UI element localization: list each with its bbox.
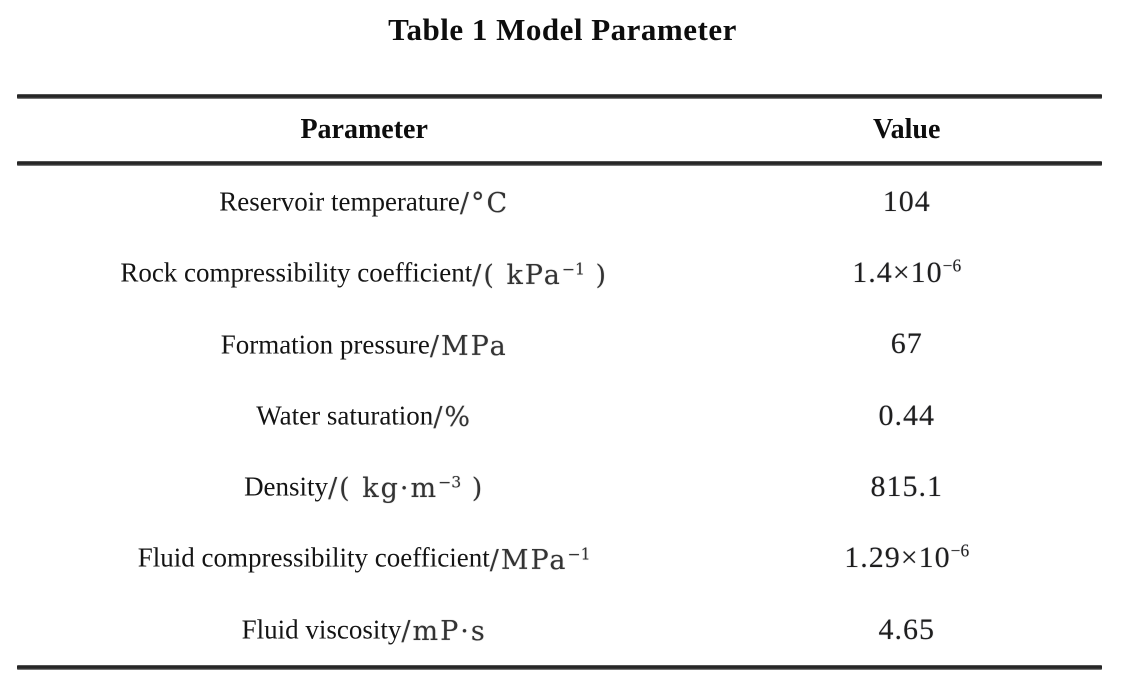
- parameter-cell: Rock compressibility coefficient/( kPa−1…: [17, 257, 711, 291]
- parameter-value: 4.65: [878, 612, 935, 646]
- parameter-unit: /%: [433, 402, 473, 434]
- parameter-name: Rock compressibility coefficient: [120, 257, 473, 288]
- parameter-value: 104: [882, 184, 931, 218]
- value-cell: 1.29×10−6: [711, 541, 1102, 575]
- value-superscript: −6: [950, 540, 970, 561]
- parameter-value: 1.29×10−6: [844, 540, 970, 575]
- table-body: Reservoir temperature/°C 104 Rock compre…: [17, 166, 1102, 665]
- parameter-unit: /mP·s: [401, 616, 487, 648]
- value-cell: 67: [711, 327, 1102, 361]
- parameter-value: 0.44: [878, 398, 935, 432]
- parameter-value: 1.4×10−6: [852, 255, 962, 290]
- parameter-cell: Formation pressure/MPa: [17, 328, 711, 362]
- table-row: Reservoir temperature/°C 104: [17, 166, 1102, 237]
- parameter-cell: Fluid compressibility coefficient/MPa−1: [17, 542, 711, 576]
- parameter-cell: Water saturation/%: [17, 400, 711, 434]
- column-header-parameter: Parameter: [300, 114, 428, 145]
- table-header-rule: [17, 161, 1102, 166]
- parameter-unit: /MPa: [429, 330, 508, 362]
- parameter-value: 67: [890, 327, 923, 361]
- parameter-unit: /( kPa−1 ): [472, 259, 609, 291]
- parameter-name: Fluid viscosity: [241, 614, 402, 645]
- table-row: Fluid compressibility coefficient/MPa−1 …: [17, 522, 1102, 593]
- parameter-unit: /°C: [459, 188, 510, 220]
- table-bottom-rule: [17, 665, 1102, 670]
- table-row: Rock compressibility coefficient/( kPa−1…: [17, 237, 1102, 308]
- parameter-name: Formation pressure: [220, 328, 430, 359]
- unit-superscript: −1: [567, 544, 591, 564]
- table-caption: Table 1 Model Parameter: [388, 12, 737, 47]
- value-superscript: −6: [942, 255, 962, 276]
- parameter-name: Density: [244, 471, 329, 502]
- parameter-name: Fluid compressibility coefficient: [137, 542, 490, 573]
- parameter-cell: Reservoir temperature/°C: [17, 186, 711, 220]
- parameter-unit: /MPa−1: [489, 544, 591, 576]
- value-cell: 815.1: [711, 470, 1102, 504]
- value-cell: 0.44: [711, 398, 1102, 432]
- unit-superscript: −1: [561, 259, 585, 279]
- table-row: Fluid viscosity/mP·s 4.65: [17, 594, 1102, 665]
- parameter-cell: Density/( kg·m−3 ): [17, 471, 711, 505]
- parameter-value: 815.1: [870, 469, 943, 503]
- table-top-rule: [17, 94, 1102, 99]
- value-cell: 1.4×10−6: [711, 256, 1102, 290]
- parameter-table: Parameter Value Reservoir temperature/°C…: [17, 94, 1102, 670]
- table-row: Density/( kg·m−3 ) 815.1: [17, 451, 1102, 522]
- parameter-cell: Fluid viscosity/mP·s: [17, 614, 711, 648]
- unit-superscript: −3: [438, 473, 462, 493]
- table-row: Water saturation/% 0.44: [17, 380, 1102, 451]
- parameter-unit: /( kg·m−3 ): [328, 473, 485, 505]
- value-cell: 4.65: [711, 612, 1102, 646]
- table-header-row: Parameter Value: [17, 99, 1102, 161]
- column-header-value: Value: [872, 114, 941, 145]
- parameter-name: Reservoir temperature: [219, 186, 460, 217]
- parameter-name: Water saturation: [256, 400, 434, 431]
- value-cell: 104: [711, 184, 1102, 218]
- table-row: Formation pressure/MPa 67: [17, 309, 1102, 380]
